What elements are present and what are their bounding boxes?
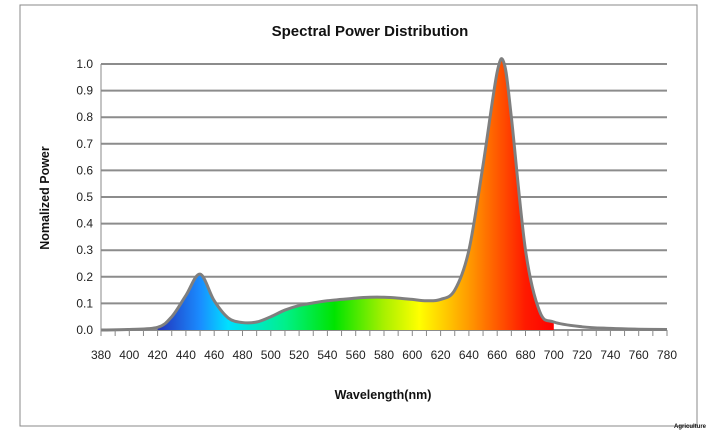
chart-frame <box>19 4 698 427</box>
y-tick-label: 0.8 <box>76 110 93 124</box>
x-tick-label: 620 <box>431 348 451 362</box>
x-tick-label: 420 <box>148 348 168 362</box>
x-tick-label: 560 <box>346 348 366 362</box>
spectrum-fill <box>157 58 554 330</box>
y-tick-label: 0.3 <box>76 243 93 257</box>
x-tick-label: 600 <box>402 348 422 362</box>
y-tick-label: 0.2 <box>76 270 93 284</box>
x-tick-label: 380 <box>91 348 111 362</box>
x-tick-label: 400 <box>119 348 139 362</box>
x-tick-label: 500 <box>261 348 281 362</box>
y-tick-label: 0.0 <box>76 323 93 337</box>
x-tick-label: 520 <box>289 348 309 362</box>
x-tick-label: 680 <box>515 348 535 362</box>
x-tick-label: 460 <box>204 348 224 362</box>
x-tick-label: 780 <box>657 348 677 362</box>
chart-title: Spectral Power Distribution <box>272 23 469 40</box>
spectrum-line <box>100 57 668 332</box>
x-axis-label: Wavelength(nm) <box>335 388 432 402</box>
x-tick-label: 760 <box>629 348 649 362</box>
x-tick-label: 640 <box>459 348 479 362</box>
x-tick-label: 740 <box>600 348 620 362</box>
x-tick-label: 720 <box>572 348 592 362</box>
y-tick-label: 0.7 <box>76 137 93 151</box>
y-axis-label: Nomalized Power <box>38 146 52 250</box>
y-tick-label: 0.6 <box>76 163 93 177</box>
x-tick-label: 540 <box>317 348 337 362</box>
y-tick-label: 0.4 <box>76 217 93 231</box>
y-tick-label: 1.0 <box>76 57 93 71</box>
x-tick-label: 480 <box>232 348 252 362</box>
x-tick-label: 700 <box>544 348 564 362</box>
x-tick-label: 580 <box>374 348 394 362</box>
y-tick-label: 0.9 <box>76 84 93 98</box>
watermark: Agriculture <box>674 424 707 430</box>
x-tick-label: 660 <box>487 348 507 362</box>
y-tick-label: 0.5 <box>76 190 93 204</box>
y-tick-label: 0.1 <box>76 296 93 310</box>
x-tick-label: 440 <box>176 348 196 362</box>
